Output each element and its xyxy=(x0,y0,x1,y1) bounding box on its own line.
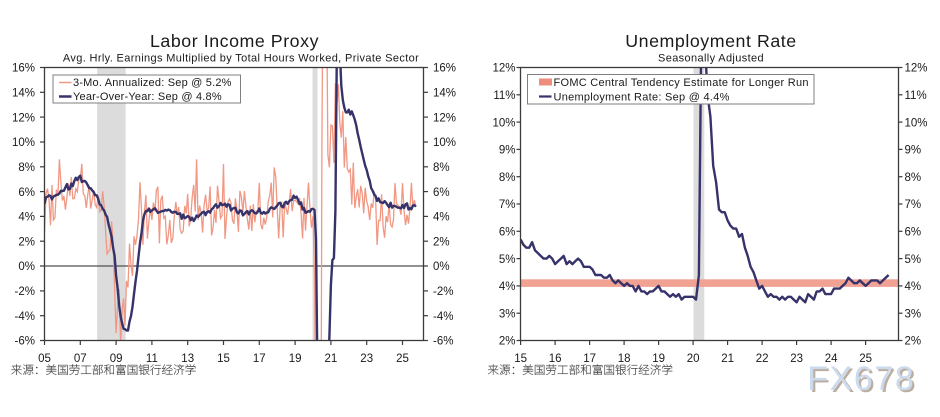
svg-text:6%: 6% xyxy=(18,187,35,199)
svg-text:19: 19 xyxy=(652,353,665,365)
svg-text:3%: 3% xyxy=(499,308,516,320)
svg-text:2%: 2% xyxy=(433,236,450,248)
svg-text:8%: 8% xyxy=(18,162,35,174)
svg-text:FX678: FX678 xyxy=(807,360,915,398)
svg-text:07: 07 xyxy=(74,353,87,365)
svg-text:Year-Over-Year: Sep @ 4.8%: Year-Over-Year: Sep @ 4.8% xyxy=(73,91,222,103)
svg-text:12%: 12% xyxy=(492,63,515,75)
svg-text:15: 15 xyxy=(514,353,527,365)
svg-text:Seasonally Adjusted: Seasonally Adjusted xyxy=(658,52,764,64)
svg-text:FX678: FX678 xyxy=(809,362,917,400)
svg-text:8%: 8% xyxy=(499,172,516,184)
svg-text:12%: 12% xyxy=(905,63,928,75)
svg-text:-2%: -2% xyxy=(433,286,453,298)
svg-text:2%: 2% xyxy=(18,236,35,248)
svg-text:14%: 14% xyxy=(433,88,456,100)
svg-text:5%: 5% xyxy=(499,254,516,266)
svg-text:17: 17 xyxy=(583,353,596,365)
svg-text:22: 22 xyxy=(756,353,769,365)
svg-text:10%: 10% xyxy=(492,117,515,129)
svg-text:5%: 5% xyxy=(905,254,922,266)
svg-text:15: 15 xyxy=(217,353,230,365)
svg-text:Labor Income Proxy: Labor Income Proxy xyxy=(150,31,319,51)
svg-text:24: 24 xyxy=(825,353,838,365)
svg-text:19: 19 xyxy=(289,353,302,365)
svg-text:2%: 2% xyxy=(499,336,516,348)
svg-text:3%: 3% xyxy=(905,308,922,320)
svg-text:05: 05 xyxy=(38,353,51,365)
svg-text:6%: 6% xyxy=(499,227,516,239)
svg-text:-4%: -4% xyxy=(433,311,453,323)
svg-text:20: 20 xyxy=(687,353,700,365)
svg-text:25: 25 xyxy=(396,353,409,365)
svg-text:Unemployment Rate: Sep @ 4.4%: Unemployment Rate: Sep @ 4.4% xyxy=(554,92,730,104)
svg-text:18: 18 xyxy=(618,353,631,365)
svg-text:-4%: -4% xyxy=(15,311,35,323)
svg-text:10%: 10% xyxy=(905,117,928,129)
svg-text:Unemployment Rate: Unemployment Rate xyxy=(625,31,796,51)
svg-text:9%: 9% xyxy=(499,145,516,157)
svg-text:4%: 4% xyxy=(499,281,516,293)
svg-text:21: 21 xyxy=(721,353,734,365)
svg-text:12%: 12% xyxy=(12,112,35,124)
svg-text:9%: 9% xyxy=(905,145,922,157)
svg-text:-2%: -2% xyxy=(15,286,35,298)
svg-text:3-Mo. Annualized: Sep @ 5.2%: 3-Mo. Annualized: Sep @ 5.2% xyxy=(73,77,232,89)
svg-text:11: 11 xyxy=(146,353,158,365)
svg-text:25: 25 xyxy=(859,353,872,365)
svg-text:-6%: -6% xyxy=(433,336,453,348)
svg-text:11%: 11% xyxy=(905,90,927,102)
svg-text:4%: 4% xyxy=(905,281,922,293)
svg-text:0%: 0% xyxy=(433,261,450,273)
svg-text:6%: 6% xyxy=(905,227,922,239)
svg-text:10%: 10% xyxy=(12,137,35,149)
svg-text:7%: 7% xyxy=(499,199,516,211)
svg-text:4%: 4% xyxy=(433,212,450,224)
svg-text:-6%: -6% xyxy=(15,336,35,348)
svg-text:16: 16 xyxy=(549,353,562,365)
svg-text:13: 13 xyxy=(181,353,194,365)
svg-text:17: 17 xyxy=(253,353,266,365)
svg-text:16%: 16% xyxy=(12,63,35,75)
svg-text:09: 09 xyxy=(110,353,123,365)
svg-text:8%: 8% xyxy=(905,172,922,184)
svg-text:FOMC Central Tendency Estimate: FOMC Central Tendency Estimate for Longe… xyxy=(554,77,809,89)
svg-text:23: 23 xyxy=(360,353,373,365)
svg-text:11%: 11% xyxy=(493,90,515,102)
svg-text:0%: 0% xyxy=(18,261,35,273)
svg-text:8%: 8% xyxy=(433,162,450,174)
svg-text:7%: 7% xyxy=(905,199,922,211)
svg-text:14%: 14% xyxy=(12,88,35,100)
svg-text:10%: 10% xyxy=(433,137,456,149)
svg-text:4%: 4% xyxy=(18,212,35,224)
svg-text:23: 23 xyxy=(790,353,803,365)
svg-text:16%: 16% xyxy=(433,63,456,75)
svg-text:2%: 2% xyxy=(905,336,922,348)
svg-text:12%: 12% xyxy=(433,112,456,124)
svg-text:21: 21 xyxy=(325,353,338,365)
svg-text:Avg. Hrly. Earnings Multiplied: Avg. Hrly. Earnings Multiplied by Total … xyxy=(63,52,419,64)
svg-text:6%: 6% xyxy=(433,187,450,199)
